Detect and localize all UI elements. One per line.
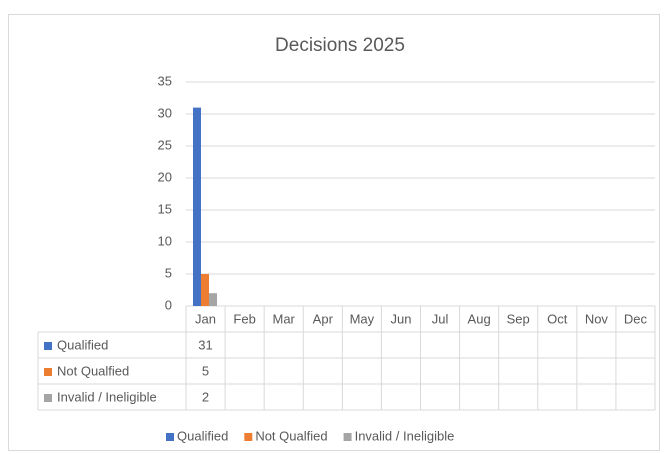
x-tick-label: Nov xyxy=(585,311,609,326)
bar xyxy=(209,293,217,306)
chart-area xyxy=(8,14,660,451)
bar xyxy=(193,107,201,306)
y-tick-label: 25 xyxy=(158,137,172,152)
chart-title: Decisions 2025 xyxy=(275,35,405,56)
x-tick-label: Sep xyxy=(507,311,530,326)
y-tick-label: 10 xyxy=(158,233,172,248)
x-tick-label: Dec xyxy=(624,311,648,326)
x-tick-label: Oct xyxy=(547,311,568,326)
legend-swatch xyxy=(244,433,253,441)
x-tick-label: Apr xyxy=(313,311,334,326)
x-tick-label: May xyxy=(350,311,375,326)
y-tick-label: 20 xyxy=(158,169,172,184)
y-tick-label: 0 xyxy=(165,297,172,312)
y-tick-label: 30 xyxy=(158,105,172,120)
y-tick-label: 15 xyxy=(158,201,172,216)
table-swatch xyxy=(44,368,52,376)
table-row-label: Qualified xyxy=(57,337,108,352)
x-tick-label: Jun xyxy=(390,311,411,326)
table-value: 5 xyxy=(202,363,209,378)
table-swatch xyxy=(44,394,52,402)
y-tick-label: 5 xyxy=(165,265,172,280)
x-tick-label: Jul xyxy=(432,311,449,326)
x-tick-label: Aug xyxy=(468,311,491,326)
x-tick-label: Mar xyxy=(273,311,296,326)
table-value: 2 xyxy=(202,389,209,404)
table-value: 31 xyxy=(198,337,212,352)
table-row-label: Invalid / Ineligible xyxy=(57,389,157,404)
table-row-label: Not Qualfied xyxy=(57,363,129,378)
y-tick-label: 35 xyxy=(158,73,172,88)
table-swatch xyxy=(44,342,52,350)
legend-label: Invalid / Ineligible xyxy=(355,428,455,443)
bar xyxy=(201,274,209,306)
x-tick-label: Feb xyxy=(233,311,255,326)
legend-label: Not Qualfied xyxy=(255,428,327,443)
legend-swatch xyxy=(343,433,352,441)
legend-label: Qualified xyxy=(177,428,228,443)
x-tick-label: Jan xyxy=(195,311,216,326)
legend-swatch xyxy=(166,433,174,441)
